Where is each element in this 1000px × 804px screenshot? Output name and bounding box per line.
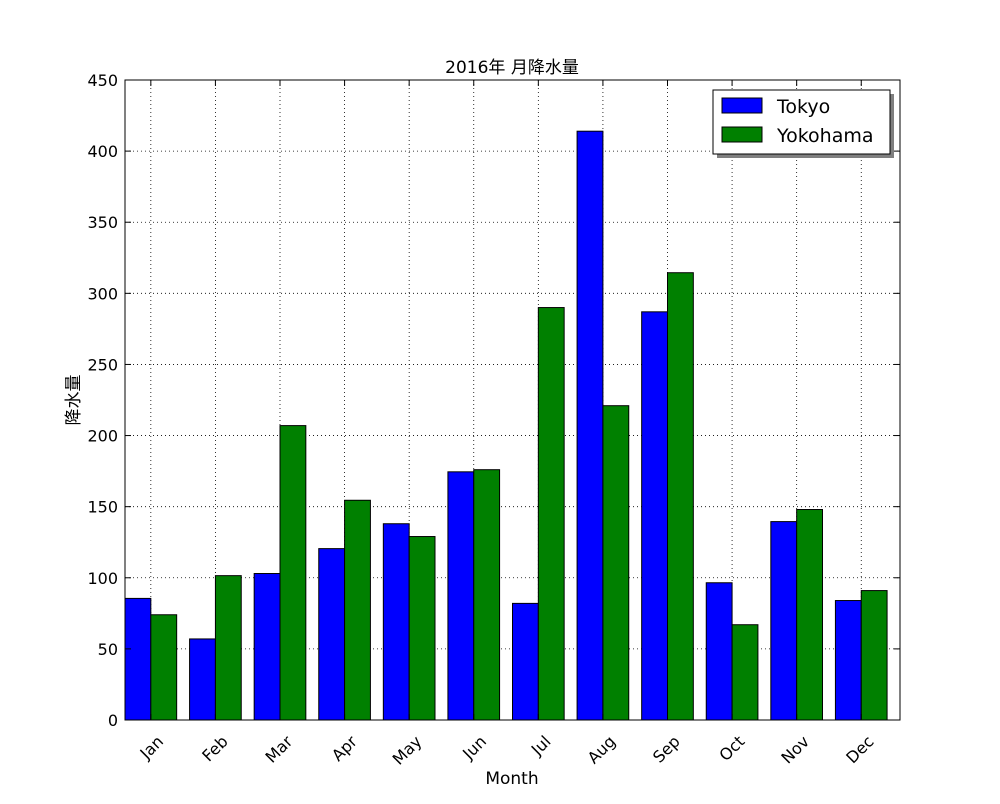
legend-label-yokohama: Yokohama — [776, 125, 874, 147]
bar-tokyo-apr — [318, 548, 346, 721]
chart-title: 2016年 月降水量 — [445, 58, 579, 78]
y-axis-label: 降水量 — [64, 375, 84, 426]
bar-yokohama-jun — [473, 469, 501, 721]
bar-tokyo-mar — [253, 573, 281, 721]
bar-tokyo-jun — [447, 471, 475, 721]
x-axis-label: Month — [485, 769, 538, 789]
y-tick-label: 150 — [87, 498, 118, 517]
y-tick-label: 200 — [87, 427, 118, 446]
legend-swatch-yokohama — [721, 126, 763, 143]
y-tick-label: 50 — [98, 640, 118, 659]
bar-yokohama-apr — [344, 499, 371, 721]
bar-tokyo-oct — [705, 582, 733, 721]
bar-yokohama-nov — [796, 509, 824, 721]
y-tick-label: 250 — [87, 355, 118, 374]
legend-swatch-tokyo — [721, 97, 763, 114]
bar-tokyo-jan — [124, 597, 152, 721]
bar-tokyo-nov — [770, 521, 798, 721]
bar-tokyo-dec — [834, 600, 862, 721]
y-tick-label: 450 — [87, 71, 118, 90]
bar-yokohama-mar — [279, 425, 307, 721]
bar-yokohama-sep — [667, 272, 694, 721]
bar-yokohama-may — [408, 536, 436, 721]
bars-group — [124, 130, 888, 721]
bar-yokohama-jan — [150, 614, 178, 721]
legend-label-tokyo: Tokyo — [776, 96, 830, 118]
bar-yokohama-feb — [214, 575, 242, 721]
bar-yokohama-dec — [860, 590, 888, 721]
y-tick-label: 100 — [87, 569, 118, 588]
y-tick-label: 350 — [87, 213, 118, 232]
bar-tokyo-aug — [576, 130, 604, 721]
y-tick-label: 300 — [87, 284, 118, 303]
bar-tokyo-sep — [641, 311, 669, 721]
bar-tokyo-jul — [512, 602, 539, 721]
bar-tokyo-feb — [189, 638, 216, 721]
legend: Tokyo Yokohama — [712, 89, 894, 158]
plot-frame — [124, 79, 901, 721]
y-tick-label: 0 — [108, 711, 118, 730]
bar-tokyo-may — [382, 523, 410, 721]
bar-yokohama-jul — [537, 307, 565, 721]
y-tick-label: 400 — [87, 142, 118, 161]
bar-yokohama-oct — [731, 624, 759, 721]
bar-yokohama-aug — [602, 405, 630, 721]
